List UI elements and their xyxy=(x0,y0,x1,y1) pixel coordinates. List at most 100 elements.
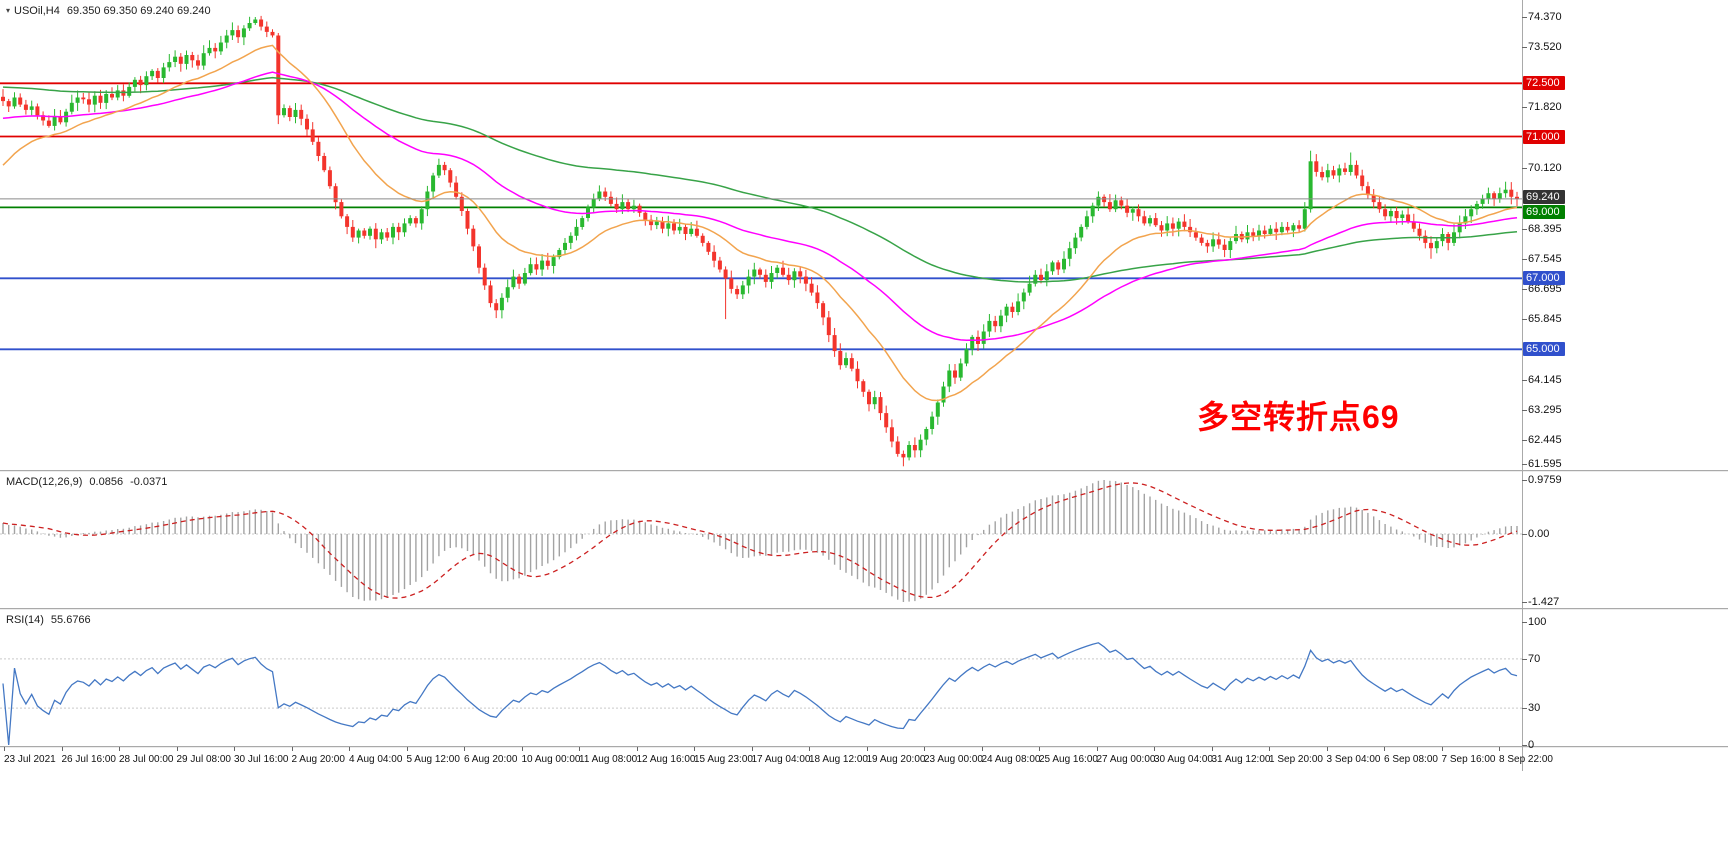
time-tick-label: 30 Jul 16:00 xyxy=(234,754,289,765)
candle-body xyxy=(98,95,103,103)
time-tick-label: 29 Jul 08:00 xyxy=(176,754,232,765)
candle-body xyxy=(322,156,327,171)
candle-body xyxy=(912,445,917,451)
candle-body xyxy=(821,303,826,318)
candle-body xyxy=(1159,225,1164,231)
candle-body xyxy=(987,320,992,332)
candle-body xyxy=(132,79,137,87)
price-axis[interactable]: 74.370 73.520 71.820 70.120 68.395 67.545 66.6… xyxy=(1521,0,1727,772)
candle-body xyxy=(477,246,481,268)
candle-body xyxy=(368,228,372,236)
candle-body xyxy=(563,242,567,250)
candle-body xyxy=(18,97,23,105)
candle-body xyxy=(717,260,722,270)
candle-body xyxy=(1268,228,1273,234)
candle-body xyxy=(482,267,487,286)
candle-body xyxy=(1314,161,1319,172)
candle-body xyxy=(110,94,114,98)
level-lines-layer xyxy=(0,82,1522,351)
candle-body xyxy=(247,23,252,29)
time-tick-label: 27 Aug 00:00 xyxy=(1096,754,1156,765)
time-tick-label: 12 Aug 16:00 xyxy=(636,754,696,765)
candle-body xyxy=(872,397,877,405)
candle-body xyxy=(1027,283,1032,293)
time-tick-label: 6 Sep 08:00 xyxy=(1384,754,1438,765)
symbol-timeframe-label: USOil,H4 xyxy=(14,5,60,17)
time-tick-mark xyxy=(176,747,178,751)
macd-panel-canvas[interactable] xyxy=(0,472,1728,608)
rsi-axis-label: 0 xyxy=(1521,739,1535,751)
candle-body xyxy=(305,118,309,130)
candle-body xyxy=(889,427,894,442)
candle-body xyxy=(1509,189,1514,197)
candle-body xyxy=(127,86,132,96)
candle-body xyxy=(1492,193,1497,199)
candle-body xyxy=(1096,196,1101,206)
candle-body xyxy=(855,368,860,382)
macd-histogram-layer xyxy=(2,480,1518,602)
candle-body xyxy=(838,351,843,366)
candle-body xyxy=(1004,306,1009,316)
time-tick-label: 23 Aug 00:00 xyxy=(924,754,983,765)
price-tick-label: 66.695 xyxy=(1522,283,1562,296)
candle-body xyxy=(849,358,854,369)
candle-body xyxy=(1257,230,1261,236)
panel-divider[interactable] xyxy=(0,470,1728,472)
candle-body xyxy=(930,416,935,429)
ma-mid-magenta-line[interactable] xyxy=(2,71,1518,341)
candle-body xyxy=(884,413,889,428)
price-chart-canvas[interactable] xyxy=(0,0,1728,470)
candle-body xyxy=(901,453,906,458)
symbol-dropdown-icon[interactable]: ▾ xyxy=(6,6,11,15)
candle-body xyxy=(1429,242,1433,249)
candle-body xyxy=(551,257,556,266)
ma-slow-green-line[interactable] xyxy=(2,76,1518,283)
candle-body xyxy=(798,271,803,277)
candle-body xyxy=(803,276,808,284)
candle-body xyxy=(608,196,613,204)
candle-body xyxy=(1360,175,1365,187)
time-tick-mark xyxy=(1154,747,1155,751)
candle-body xyxy=(597,191,602,199)
candle-body xyxy=(1222,244,1227,250)
rsi-panel-canvas[interactable] xyxy=(0,610,1728,746)
candle-body xyxy=(958,363,963,378)
candle-body xyxy=(1320,172,1325,178)
candle-body xyxy=(224,35,229,43)
chart-annotation[interactable]: 多空转折点69 xyxy=(1197,399,1400,435)
candle-body xyxy=(637,205,642,213)
candle-body xyxy=(230,30,235,36)
candle-body xyxy=(631,205,636,210)
candle-body xyxy=(511,276,516,288)
candle-body xyxy=(1228,241,1233,250)
candle-body xyxy=(1136,209,1141,217)
candle-body xyxy=(522,273,527,284)
candle-body xyxy=(867,391,871,405)
candle-body xyxy=(826,317,831,336)
panel-divider[interactable] xyxy=(0,608,1728,610)
candle-body xyxy=(981,331,986,344)
candle-body xyxy=(752,269,757,277)
candle-body xyxy=(419,209,424,224)
candle-body xyxy=(58,117,63,123)
candle-body xyxy=(775,267,780,273)
candle-body xyxy=(184,55,189,64)
candle-body xyxy=(620,202,625,210)
candle-body xyxy=(218,42,223,52)
candle-body xyxy=(138,79,143,86)
candle-body xyxy=(316,141,321,156)
rsi-line xyxy=(2,642,1518,746)
macd-signal-line xyxy=(2,482,1518,599)
level-price-badge: 69.000 xyxy=(1523,205,1565,220)
candle-body xyxy=(792,271,797,281)
candle-body xyxy=(1182,221,1187,227)
candle-body xyxy=(1377,202,1382,210)
candle-body xyxy=(1331,170,1336,176)
ma-fast-orange-line[interactable] xyxy=(2,44,1518,402)
candle-body xyxy=(769,273,774,282)
macd-header: MACD(12,26,9) 0.0856 -0.0371 xyxy=(6,476,167,488)
time-tick-mark xyxy=(1441,747,1443,751)
candle-body xyxy=(1348,164,1353,172)
time-tick-mark xyxy=(924,747,925,751)
time-axis[interactable]: 23 Jul 2021 26 Jul 16:00 28 Jul 00:00 29 Ju… xyxy=(0,747,1728,777)
